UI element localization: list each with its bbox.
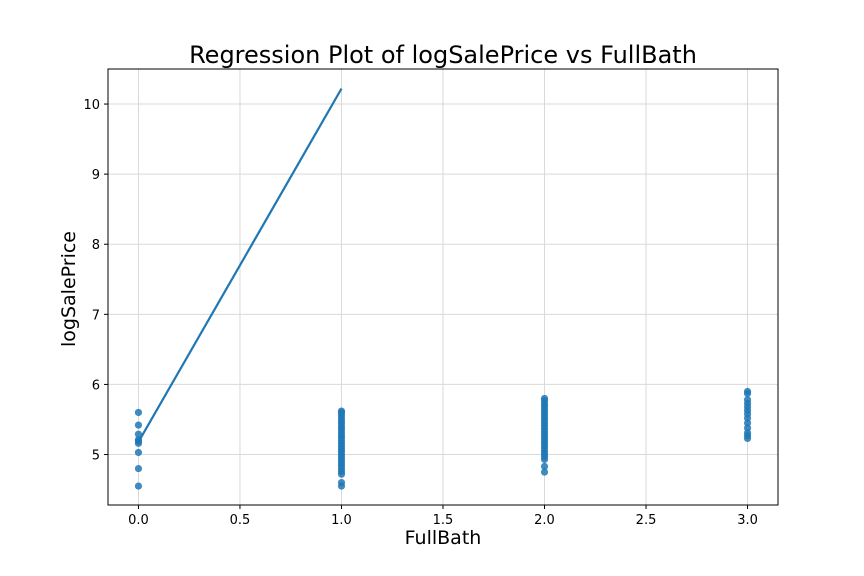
data-point [337, 407, 346, 415]
data-point [134, 430, 143, 438]
x-tick-label: 0.0 [128, 513, 149, 528]
data-point [540, 468, 549, 476]
data-point [134, 408, 143, 417]
y-tick-label: 7 [92, 308, 100, 323]
scatter-points [134, 387, 752, 490]
data-point [134, 464, 143, 473]
x-axis-label: FullBath [405, 527, 482, 549]
x-tick-label: 3.0 [737, 513, 758, 528]
data-point [337, 478, 346, 487]
y-tick-label: 6 [92, 378, 100, 393]
y-axis-label: logSalePrice [58, 231, 80, 347]
data-point [540, 462, 549, 471]
y-tick-label: 10 [83, 98, 100, 113]
x-tick-label: 2.0 [534, 513, 555, 528]
grid [108, 69, 778, 505]
regression-line-group [137, 88, 343, 443]
data-point [134, 421, 143, 429]
x-tick-label: 0.5 [230, 513, 251, 528]
x-tick-label: 2.5 [636, 513, 657, 528]
y-tick-label: 5 [92, 449, 100, 464]
data-point [134, 482, 143, 490]
data-point [743, 387, 752, 396]
chart-title: Regression Plot of logSalePrice vs FullB… [189, 41, 697, 69]
data-point [134, 448, 143, 457]
data-point [540, 394, 549, 403]
regression-line [137, 88, 343, 443]
y-axis-ticks: 5 6 7 8 9 10 [83, 98, 108, 464]
data-point [743, 396, 752, 404]
y-tick-label: 9 [92, 168, 100, 183]
x-tick-label: 1.5 [433, 513, 454, 528]
y-tick-label: 8 [92, 238, 100, 253]
x-tick-label: 1.0 [331, 513, 352, 528]
x-axis-ticks: 0.0 0.5 1.0 1.5 2.0 2.5 3.0 [128, 505, 758, 528]
